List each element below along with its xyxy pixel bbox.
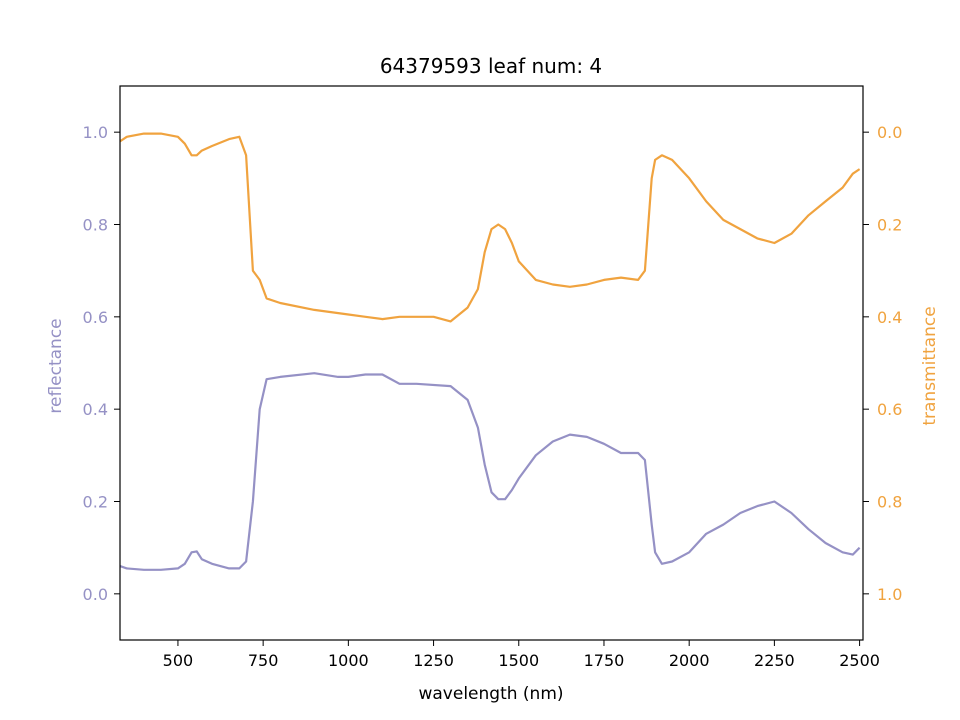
x-tick-label: 1250	[413, 651, 454, 670]
x-tick-label: 1500	[498, 651, 539, 670]
y-left-axis-ticks: 0.0 0.2 0.4 0.6 0.8 1.0	[83, 123, 120, 604]
y-right-axis-ticks: 0.0 0.2 0.4 0.6 0.8 1.0	[863, 123, 902, 604]
y-right-tick-label: 0.0	[877, 123, 902, 142]
x-axis-label: wavelength (nm)	[418, 684, 563, 704]
y-right-tick-label: 0.2	[877, 216, 902, 235]
y-left-tick-label: 0.2	[83, 493, 108, 512]
y-left-tick-label: 0.6	[83, 308, 108, 327]
y-left-tick-label: 0.0	[83, 585, 108, 604]
x-tick-label: 2250	[754, 651, 795, 670]
y-left-tick-label: 0.4	[83, 400, 108, 419]
x-tick-label: 750	[248, 651, 279, 670]
reflectance-series-line	[119, 372, 861, 571]
y-right-axis-label: transmittance	[920, 306, 940, 425]
y-left-tick-label: 0.8	[83, 216, 108, 235]
plot-frame	[119, 85, 864, 641]
x-axis-ticks: 500 750 1000 1250 1500 1750 2000 2250 2500	[163, 640, 880, 670]
series-layer	[119, 132, 861, 571]
transmittance-series-line	[119, 132, 861, 323]
y-right-tick-label: 0.4	[877, 308, 902, 327]
x-tick-label: 1000	[328, 651, 369, 670]
x-tick-label: 2500	[839, 651, 880, 670]
y-left-tick-label: 1.0	[83, 123, 108, 142]
chart-title: 64379593 leaf num: 4	[380, 54, 602, 78]
y-right-tick-label: 0.6	[877, 400, 902, 419]
x-tick-label: 1750	[584, 651, 625, 670]
x-tick-label: 2000	[669, 651, 710, 670]
y-left-axis-label: reflectance	[46, 318, 66, 413]
y-right-tick-label: 1.0	[877, 585, 902, 604]
y-right-tick-label: 0.8	[877, 493, 902, 512]
x-tick-label: 500	[163, 651, 194, 670]
